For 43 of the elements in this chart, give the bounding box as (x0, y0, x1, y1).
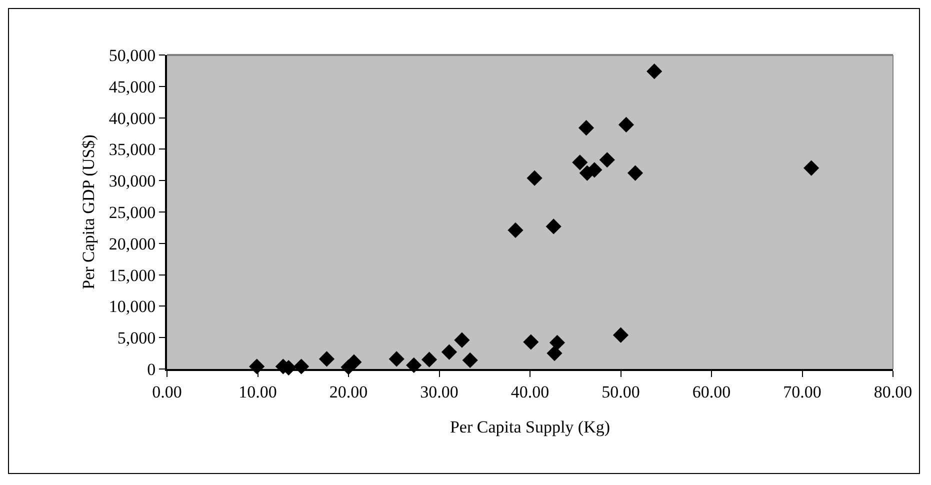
point (388, 351, 404, 367)
x-tick-label: 20.00 (329, 382, 368, 402)
x-axis-title: Per Capita Supply (Kg) (450, 417, 610, 436)
point (599, 152, 615, 168)
point (618, 116, 634, 133)
point (646, 64, 662, 80)
y-tick-label: 40,000 (108, 108, 156, 128)
point (578, 120, 594, 136)
y-tick-label: 0 (147, 360, 156, 379)
y-tick-label: 5,000 (117, 328, 156, 348)
x-tick-label: 80.00 (874, 382, 912, 402)
y-tick-label: 50,000 (108, 46, 156, 65)
point (549, 334, 566, 350)
point (546, 346, 562, 362)
y-tick-label: 15,000 (108, 266, 156, 285)
point (318, 351, 335, 367)
point (526, 170, 542, 186)
point (572, 154, 588, 170)
point (523, 334, 539, 350)
y-tick-label: 45,000 (108, 77, 156, 96)
point (346, 354, 362, 370)
x-tick-label: 40.00 (510, 382, 550, 402)
point (627, 165, 644, 181)
x-tick-label: 60.00 (692, 382, 731, 402)
x-tick-label: 10.00 (238, 382, 277, 402)
point (421, 352, 438, 368)
x-tick-label: 0.00 (152, 382, 182, 402)
x-tick-label: 30.00 (420, 382, 458, 402)
point (441, 344, 458, 360)
y-tick-label: 10,000 (108, 297, 156, 316)
point (462, 352, 478, 368)
point (804, 160, 820, 176)
x-tick-label: 70.00 (783, 382, 822, 402)
point (612, 327, 629, 343)
point (454, 332, 470, 348)
y-axis-title: Per Capita GDP (US$) (78, 134, 98, 290)
y-tick-label: 20,000 (108, 234, 156, 254)
y-tick-label: 35,000 (108, 140, 156, 160)
x-tick-label: 50.00 (602, 382, 640, 402)
point (508, 222, 524, 238)
y-tick-label: 30,000 (108, 172, 156, 191)
y-tick-label: 25,000 (108, 202, 156, 222)
point (546, 218, 562, 234)
